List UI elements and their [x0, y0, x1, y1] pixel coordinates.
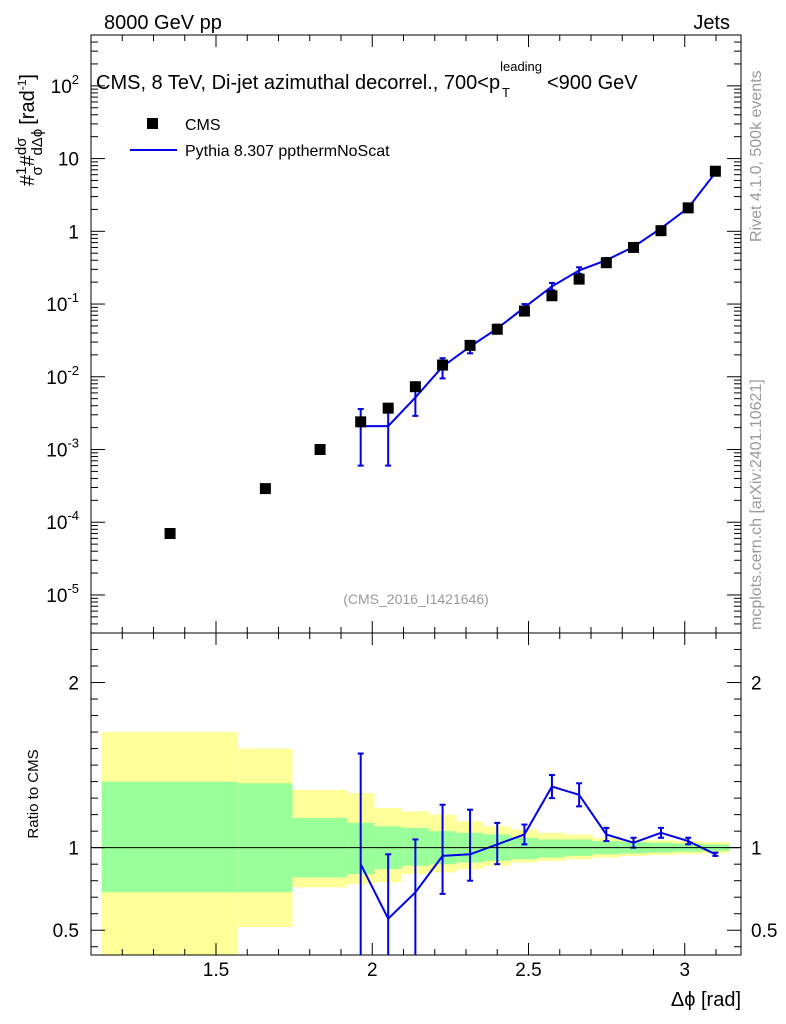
y-label-hash2: #: [17, 154, 39, 166]
plot-title-sup: leading: [500, 59, 542, 74]
y-tick-base-4: 10: [46, 295, 67, 316]
y-tick-base-3: 10: [46, 368, 67, 389]
x-tick-label-3: 3: [679, 960, 690, 981]
ratio-tick-label-r-0: 0.5: [751, 921, 777, 942]
y-label-hash: #: [17, 174, 39, 186]
cms-point-12: [600, 257, 612, 269]
ratio-tick-label-l-1: 1: [68, 839, 79, 860]
y-tick-exp-2: -3: [67, 436, 79, 451]
ratio-band-inner-0: [101, 781, 239, 893]
ratio-mc-series: [357, 752, 719, 955]
y-tick-label-7: 102: [51, 72, 79, 98]
cms-point-2: [314, 444, 326, 456]
y-label-one: 1: [13, 167, 30, 175]
ratio-tick-label-r-1: 1: [751, 839, 762, 860]
legend-mc-label: Pythia 8.307 ppthermNoScat: [185, 143, 390, 160]
y-tick-base-7: 10: [51, 77, 72, 98]
y-label-dphi: dΔϕ: [29, 129, 46, 156]
y-tick-label-6: 10: [58, 150, 79, 171]
x-tick-label-2: 2.5: [515, 960, 541, 981]
side-text-mcplots: mcplots.cern.ch [arXiv:2401.10621]: [748, 379, 765, 630]
x-tick-label-0: 1.5: [203, 960, 229, 981]
y-tick-exp-4: -1: [67, 290, 79, 305]
legend-cms-marker: [147, 118, 158, 129]
y-tick-label-0: 10-5: [46, 581, 79, 607]
cms-point-5: [409, 381, 421, 393]
y-tick-exp-0: -5: [67, 581, 79, 596]
y-label-unit-sup: -1: [15, 79, 29, 90]
y-tick-exp-1: -4: [67, 508, 79, 523]
y-label-unit: [rad: [17, 90, 39, 124]
analysis-id: (CMS_2016_I1421646): [343, 591, 489, 607]
side-text-rivet: Rivet 4.1.0, 500k events: [748, 70, 765, 242]
cms-point-4: [382, 402, 394, 414]
y-tick-base-6: 10: [58, 150, 79, 171]
main-mc-series: [357, 170, 719, 467]
y-tick-base-1: 10: [46, 513, 67, 534]
ratio-tick-label-l-2: 2: [68, 674, 79, 695]
plot-title-tail: <900 GeV: [547, 72, 638, 94]
header-left: 8000 GeV pp: [104, 12, 222, 34]
cms-point-13: [628, 241, 639, 253]
plot-title-sub: T: [502, 85, 510, 100]
cms-point-1: [259, 483, 271, 495]
legend: CMS Pythia 8.307 ppthermNoScat: [130, 117, 390, 160]
y-tick-base-2: 10: [46, 441, 67, 462]
y-label-unit-close: ]: [17, 74, 39, 80]
x-tick-label-1: 2: [367, 960, 378, 981]
cms-point-3: [355, 416, 367, 428]
legend-cms-label: CMS: [185, 117, 221, 134]
y-tick-base-5: 1: [68, 222, 79, 243]
cms-point-7: [464, 339, 476, 351]
ratio-mc-line: [359, 785, 716, 921]
plot-title: CMS, 8 TeV, Di-jet azimuthal decorrel., …: [96, 59, 638, 100]
y-tick-label-4: 10-1: [46, 290, 79, 316]
header-right: Jets: [693, 12, 730, 34]
y-tick-exp-7: 2: [72, 72, 79, 87]
cms-point-10: [546, 290, 558, 302]
cms-point-6: [437, 359, 449, 371]
cms-point-14: [655, 225, 667, 237]
y-label-main-text: #1σ#dσdΔϕ[rad-1]: [13, 74, 46, 186]
y-tick-exp-3: -2: [67, 363, 79, 378]
cms-point-11: [573, 273, 585, 285]
y-tick-label-2: 10-3: [46, 436, 79, 462]
y-tick-label-3: 10-2: [46, 363, 79, 389]
y-label-sigma: σ: [29, 166, 46, 176]
y-tick-label-1: 10-4: [46, 508, 79, 534]
plot-title-main: CMS, 8 TeV, Di-jet azimuthal decorrel., …: [96, 72, 500, 94]
cms-point-16: [709, 165, 721, 177]
y-tick-label-5: 1: [68, 222, 79, 243]
ratio-tick-label-l-0: 0.5: [53, 921, 79, 942]
y-label-dsigma: dσ: [13, 137, 30, 155]
ratio-tick-label-r-2: 2: [751, 674, 762, 695]
ratio-band-inner-10: [538, 839, 566, 858]
y-label-ratio: Ratio to CMS: [25, 749, 42, 838]
y-label-main: #1σ#dσdΔϕ[rad-1]: [13, 74, 46, 186]
ratio-band-inner-9: [510, 837, 539, 860]
cms-point-9: [518, 305, 530, 317]
y-tick-base-0: 10: [46, 586, 67, 607]
main-cms-series: [164, 165, 721, 540]
x-label: Δϕ [rad]: [671, 989, 741, 1011]
cms-point-15: [682, 202, 694, 214]
cms-point-0: [164, 528, 176, 540]
cms-point-8: [491, 323, 503, 335]
ratio-band-inner-1: [238, 783, 293, 893]
